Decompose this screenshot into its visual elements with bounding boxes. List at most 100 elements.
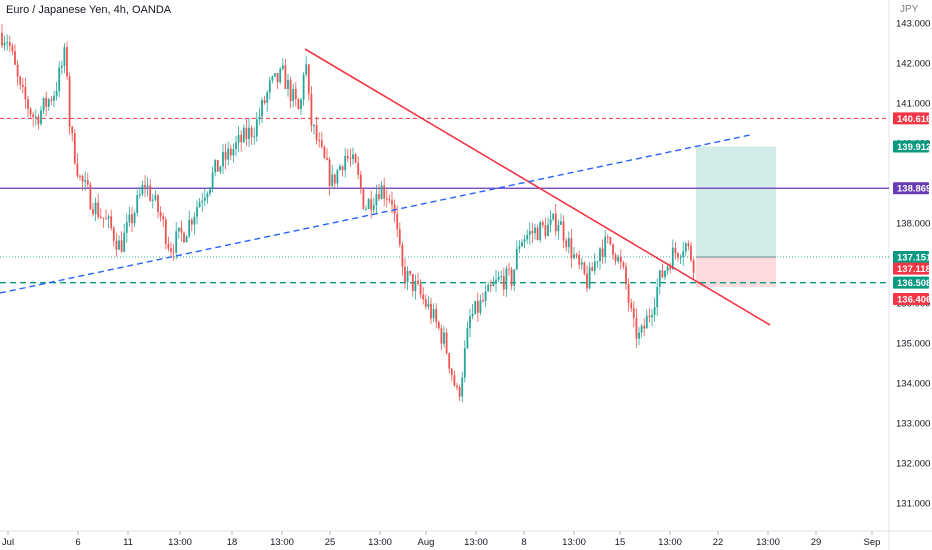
candle-body xyxy=(508,268,510,270)
candle-body xyxy=(71,126,74,134)
position-zones[interactable] xyxy=(696,146,776,287)
candle-body xyxy=(411,273,414,291)
candle-body xyxy=(307,64,310,94)
time-tick-label: 13:00 xyxy=(464,537,488,548)
candle-body xyxy=(357,162,360,175)
candle-body xyxy=(268,80,271,93)
candle-body xyxy=(3,42,6,46)
candle-body xyxy=(515,248,518,270)
candle-body xyxy=(263,100,266,103)
symbol-title[interactable]: Euro / Japanese Yen, 4h, OANDA xyxy=(6,4,172,16)
candle-body xyxy=(27,99,29,109)
candle-body xyxy=(372,205,375,210)
candle-body xyxy=(500,276,503,278)
candle-body xyxy=(547,224,549,237)
profit-zone xyxy=(696,146,776,257)
candle-body xyxy=(370,199,373,210)
candle-body xyxy=(188,219,191,237)
candle-body xyxy=(583,262,586,274)
candle-body xyxy=(487,284,490,292)
candle-body xyxy=(521,241,523,247)
price-tick-label: 132.000 xyxy=(896,459,930,470)
time-tick-label: 18 xyxy=(227,537,238,548)
candle-body xyxy=(53,96,55,101)
candle-body xyxy=(609,236,612,245)
candle-body xyxy=(284,65,287,90)
candle-body xyxy=(518,246,521,249)
candle-body xyxy=(622,262,625,267)
candle-body xyxy=(276,73,279,83)
time-axis-labels: Jul 6 11 13:00 18 13:00 25 13:00 Aug 13:00 8 13:00 1… xyxy=(2,531,881,548)
candle-body xyxy=(245,127,248,140)
candle-body xyxy=(8,42,11,46)
price-tag-label: 137.151 xyxy=(897,252,932,263)
candle-body xyxy=(528,231,531,236)
candle-body xyxy=(339,166,341,171)
candle-body xyxy=(235,142,237,150)
candle-body xyxy=(448,353,451,369)
candle-body xyxy=(107,216,110,219)
candle-body xyxy=(476,301,479,313)
currency-label: JPY xyxy=(900,4,919,15)
time-tick-label: 11 xyxy=(123,537,133,548)
candle-body xyxy=(690,245,692,261)
candle-body xyxy=(19,76,22,85)
candle-body xyxy=(469,316,471,329)
candle-body xyxy=(656,286,659,308)
candle-body xyxy=(354,154,357,163)
candle-body xyxy=(34,116,37,118)
candle-body xyxy=(669,266,672,270)
candle-body xyxy=(586,273,588,289)
candle-body xyxy=(76,163,79,176)
candle-body xyxy=(437,322,440,329)
candle-body xyxy=(331,174,334,186)
candle-body xyxy=(110,216,113,228)
price-tag xyxy=(893,276,929,289)
time-tick-label: Aug xyxy=(418,537,435,548)
time-tick-label: 13:00 xyxy=(756,537,780,548)
candle-body xyxy=(177,227,180,232)
time-tick-label: Jul xyxy=(2,537,14,548)
candle-body xyxy=(183,232,185,243)
candle-body xyxy=(619,256,622,263)
candle-body xyxy=(45,97,48,107)
candle-body xyxy=(79,175,81,177)
candle-body xyxy=(203,197,206,201)
candle-body xyxy=(409,270,412,274)
time-tick-label: Sep xyxy=(864,537,881,548)
candle-body xyxy=(419,283,422,295)
candle-body xyxy=(175,231,178,253)
candle-body xyxy=(544,225,547,237)
price-tick-label: 133.000 xyxy=(896,419,930,430)
candle-body xyxy=(396,213,399,230)
candle-body xyxy=(344,155,347,171)
candle-body xyxy=(562,221,565,241)
time-tick-label: 13:00 xyxy=(658,537,682,548)
candle-body xyxy=(224,152,227,160)
downtrend-line xyxy=(304,48,771,326)
candle-body xyxy=(63,47,66,66)
candle-body xyxy=(383,185,386,199)
candle-body xyxy=(612,244,614,255)
candle-body xyxy=(567,238,570,248)
candle-body xyxy=(229,148,232,156)
candle-body xyxy=(617,256,620,262)
candle-body xyxy=(305,64,308,75)
candle-body xyxy=(432,309,435,319)
candle-body xyxy=(658,270,661,287)
candle-body xyxy=(682,251,685,258)
candle-body xyxy=(68,76,71,127)
horizontal-levels[interactable] xyxy=(0,117,889,284)
candle-body xyxy=(58,67,61,92)
trend-lines[interactable] xyxy=(0,48,771,326)
candle-body xyxy=(687,243,690,246)
uptrend-dashed-line xyxy=(0,134,751,294)
candle-body xyxy=(489,284,492,287)
candle-body xyxy=(523,239,526,242)
candle-body xyxy=(297,99,300,110)
candle-body xyxy=(385,198,388,200)
candle-body xyxy=(281,65,284,69)
candle-body xyxy=(271,76,274,81)
candle-body xyxy=(141,184,144,195)
